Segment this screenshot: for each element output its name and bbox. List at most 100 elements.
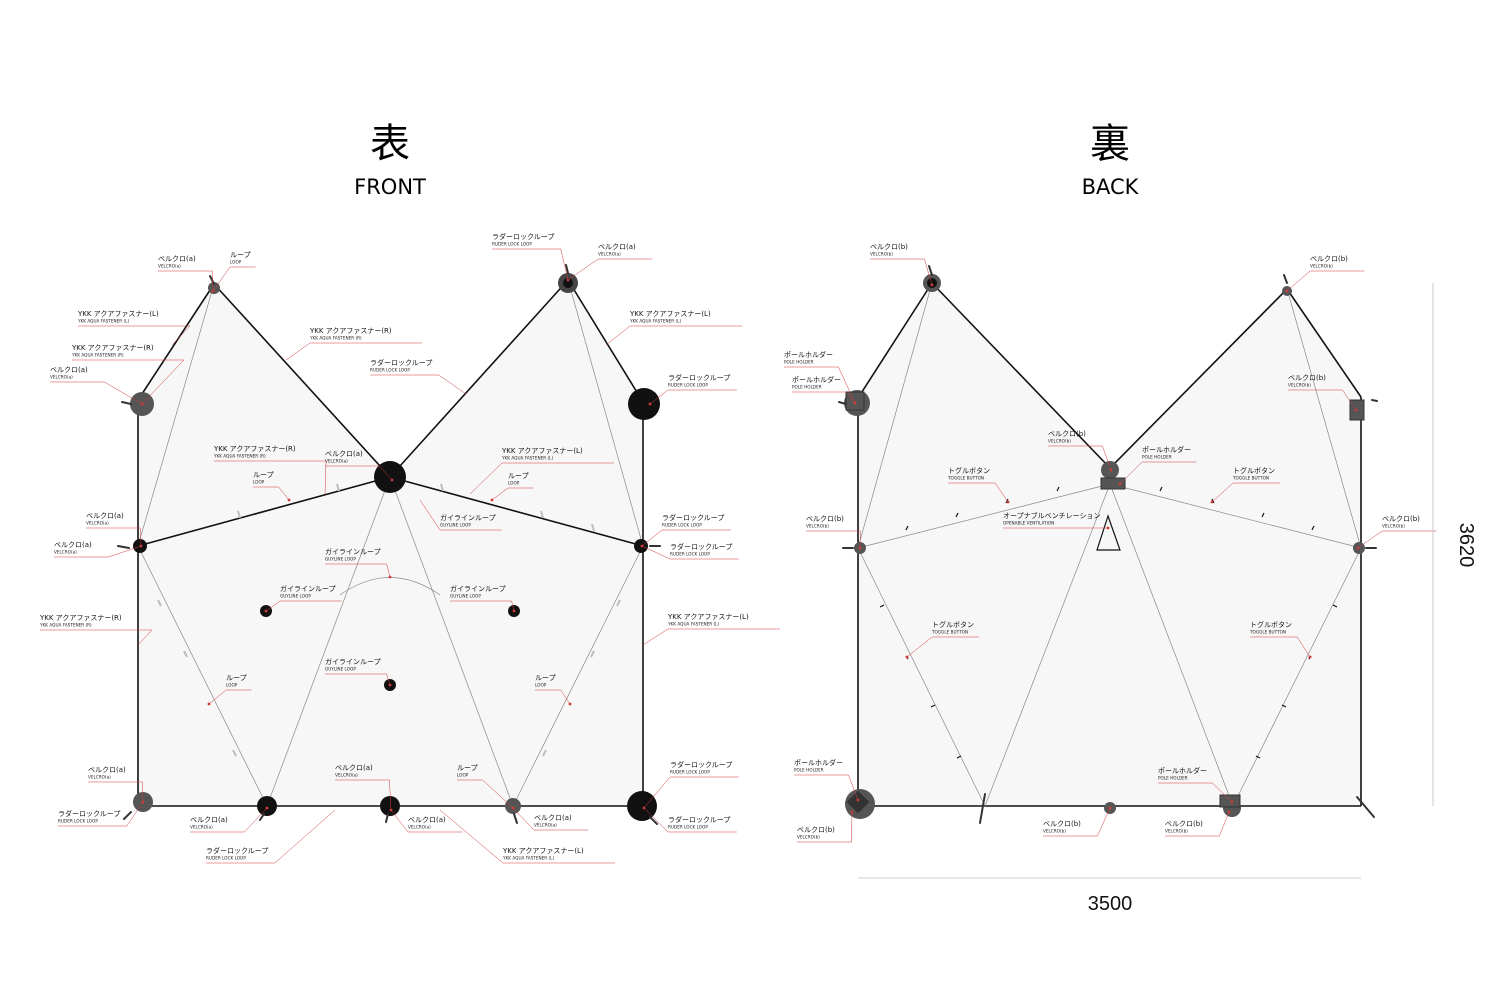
front-ruder-lock-bottom — [257, 796, 277, 816]
front-label-jp: YKK アクアファスナー(R) — [71, 344, 154, 352]
front-leader-line — [482, 779, 514, 809]
front-label-en: GUYLINE LOOP — [450, 594, 481, 599]
front-leader-line — [171, 325, 191, 346]
front-label-en: RUDER LOCK LOOP — [670, 552, 710, 557]
front-leader-line — [212, 266, 231, 292]
front-leader-line — [386, 563, 391, 578]
back-leader-line — [924, 258, 933, 286]
front-leader-line — [274, 809, 336, 864]
front-title: FRONT — [354, 175, 426, 199]
front-leader-line — [643, 776, 671, 809]
front-leader-line — [379, 465, 393, 481]
back-label-en: VELCRO(b) — [1048, 439, 1071, 444]
front-label-en: LOOP — [253, 480, 265, 485]
front-label-en: LOOP — [457, 773, 469, 778]
back-label-en: TOGGLE BUTTON — [1232, 476, 1269, 481]
front-label-en: YKK AQUA FASTENER (R) — [39, 623, 92, 628]
back-label-jp: ベルクロ(b) — [1288, 374, 1326, 382]
back-label-jp: ベルクロ(b) — [797, 826, 835, 834]
back-label-en: VELCRO(b) — [1043, 829, 1066, 834]
back-label-jp: ベルクロ(b) — [1382, 515, 1420, 523]
back-corner-hooks — [838, 265, 1378, 824]
front-leader-line — [560, 248, 569, 281]
front-label-en: RUDER LOCK LOOP — [668, 825, 708, 830]
front-leader-line — [641, 545, 671, 560]
front-leader-line — [244, 807, 268, 833]
front-label-jp: YKK アクアファスナー(L) — [502, 847, 584, 855]
front-label-jp: ラダーロックループ — [58, 809, 120, 818]
front-label-en: VELCRO(a) — [50, 375, 73, 380]
front-label-jp: ベルクロ(a) — [50, 366, 88, 374]
back-label-jp: ポールホルダー — [1158, 766, 1207, 775]
front-label-en: VELCRO(a) — [54, 550, 77, 555]
back-label-jp: トグルボタン — [932, 620, 974, 629]
front-label-jp: ガイラインループ — [325, 657, 381, 666]
back-label-jp: トグルボタン — [1233, 466, 1275, 475]
front-leader-line — [389, 779, 392, 811]
back-leader-line — [848, 774, 859, 801]
front-leader-line — [104, 381, 143, 405]
back-leader-line — [906, 636, 933, 658]
front-leader-line — [265, 600, 281, 612]
back-leader-line — [1357, 530, 1383, 549]
front-label-en: VELCRO(a) — [190, 825, 213, 830]
back-label-jp: トグルボタン — [948, 466, 990, 475]
back-title: BACK — [1082, 175, 1140, 199]
back-label-en: POLE HOLDER — [792, 385, 822, 390]
front-label-jp: ベルクロ(a) — [335, 764, 373, 772]
back-leader-line — [1212, 782, 1233, 803]
front-panel — [130, 273, 660, 821]
front-label-en: RUDER LOCK LOOP — [662, 523, 702, 528]
back-leader-line — [851, 811, 853, 843]
front-corner-hooks — [117, 264, 661, 825]
front-label-en: RUDER LOCK LOOP — [370, 368, 410, 373]
front-label-en: YKK AQUA FASTENER (L) — [502, 856, 554, 861]
front-marker-dots — [139, 278, 652, 812]
front-leader-line — [108, 545, 142, 558]
front-label-jp: YKK アクアファスナー(L) — [77, 310, 159, 318]
front-label-jp: ループ — [457, 764, 478, 772]
front-seam-tabs — [157, 483, 621, 757]
front-label-jp: ループ — [508, 472, 529, 480]
back-leader-line — [1102, 445, 1112, 471]
front-title-kanji: 表 — [370, 121, 410, 167]
front-leader-line — [512, 807, 535, 831]
back-label-en: VELCRO(b) — [1382, 524, 1405, 529]
front-label-jp: ベルクロ(a) — [534, 814, 572, 822]
back-label-en: POLE HOLDER — [784, 360, 814, 365]
front-leader-line — [324, 460, 327, 495]
front-leader-line — [642, 628, 669, 646]
front-label-jp: ループ — [226, 674, 247, 682]
front-label-jp: ベルクロ(a) — [86, 512, 124, 520]
front-label-jp: YKK アクアファスナー(L) — [667, 613, 749, 621]
front-label-jp: ガイラインループ — [325, 547, 381, 556]
front-label-jp: ループ — [253, 471, 274, 479]
back-panel — [838, 265, 1378, 824]
front-label-en: VELCRO(a) — [88, 775, 111, 780]
front-leader-line — [641, 529, 663, 547]
back-leader-line — [1296, 636, 1311, 658]
front-label-jp: ラダーロックループ — [370, 358, 432, 367]
back-label-en: VELCRO(b) — [797, 835, 820, 840]
front-label-jp: ベルクロ(a) — [325, 450, 363, 458]
front-label-jp: ベルクロ(a) — [54, 541, 92, 549]
front-label-jp: YKK アクアファスナー(L) — [501, 447, 583, 455]
front-label-jp: ラダーロックループ — [206, 846, 268, 855]
front-label-en: VELCRO(a) — [335, 773, 358, 778]
back-pole-holder-left — [845, 391, 865, 411]
front-label-en: GUYLINE LOOP — [280, 594, 311, 599]
front-label-en: VELCRO(a) — [86, 521, 109, 526]
front-label-jp: ベルクロ(a) — [408, 816, 446, 824]
front-label-jp: ガイラインループ — [280, 584, 336, 593]
back-label-en: VELCRO(b) — [1310, 264, 1333, 269]
front-leader-line — [140, 527, 142, 547]
front-leader-line — [419, 499, 441, 531]
front-label-en: RUDER LOCK LOOP — [668, 383, 708, 388]
front-seams — [137, 279, 644, 807]
front-label-en: YKK AQUA FASTENER (L) — [501, 456, 553, 461]
front-label-jp: ガイラインループ — [440, 513, 496, 522]
front-leader-line — [560, 689, 571, 705]
front-leader-line — [141, 359, 185, 405]
front-label-en: YKK AQUA FASTENER (L) — [629, 319, 681, 324]
